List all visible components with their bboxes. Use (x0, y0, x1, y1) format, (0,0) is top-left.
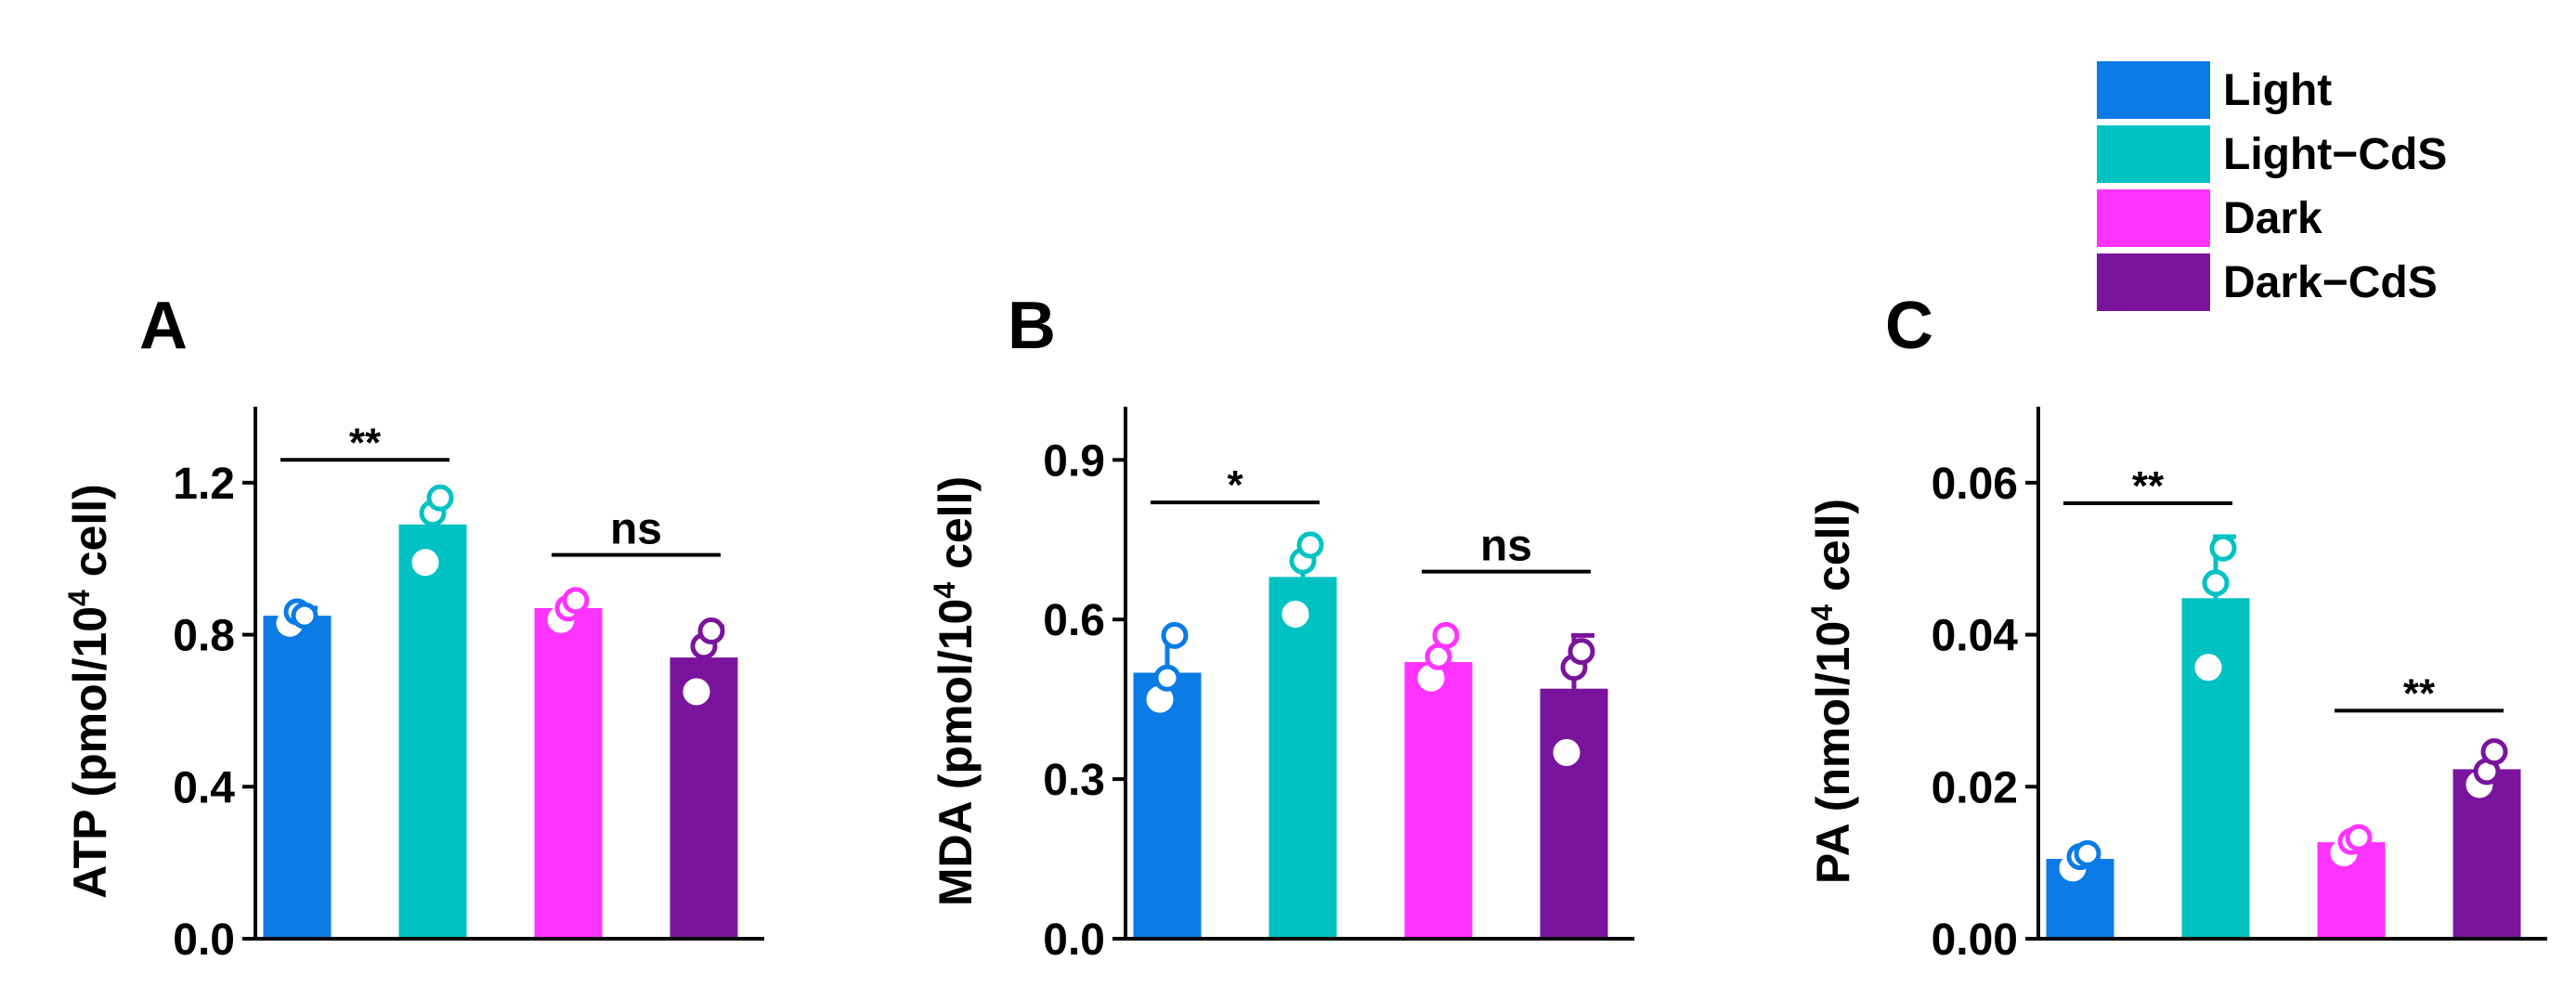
legend-item-dark-cds: Dark−CdS (2097, 253, 2543, 311)
bar-3 (2452, 769, 2521, 939)
panel-letter: C (1885, 289, 1933, 363)
y-tick-label-1: 0.02 (1932, 763, 2018, 812)
data-point-2-2 (1432, 621, 1460, 649)
y-tick-label-1: 0.4 (173, 763, 235, 812)
bar-0 (263, 616, 332, 939)
y-tick-label-3: 0.9 (1043, 436, 1105, 486)
significance-label-1: ns (1480, 522, 1532, 571)
bar-2 (1404, 662, 1473, 939)
data-point-0-1 (1153, 664, 1181, 692)
y-tick-label-3: 1.2 (173, 460, 235, 509)
data-point-2-0 (1417, 664, 1445, 692)
data-point-0-0 (1146, 685, 1174, 713)
significance-label-0: * (1227, 462, 1243, 508)
data-point-3-0 (683, 678, 710, 706)
data-point-1-2 (426, 484, 454, 512)
bar-0 (1133, 672, 1202, 939)
y-tick-label-2: 0.6 (1043, 596, 1105, 645)
data-point-1-1 (2202, 569, 2230, 597)
panel-letter: B (1008, 289, 1056, 363)
panel-c: C PA (nmol/104 cell) 0.00 0.02 0.04 0.06 ** ** (1805, 289, 2547, 965)
data-point-3-2 (697, 617, 725, 644)
bar-3 (670, 657, 738, 939)
legend-label-light-cds: Light−CdS (2223, 130, 2448, 179)
data-point-3-0 (1553, 738, 1581, 766)
significance-label-1: ** (2403, 670, 2436, 716)
significance-label-0: ** (2132, 463, 2165, 509)
data-point-1-2 (1296, 531, 1324, 559)
bar-3 (1540, 688, 1608, 939)
y-axis-label-sup: 4 (928, 582, 961, 599)
legend-label-dark-cds: Dark−CdS (2223, 258, 2438, 307)
bar-1 (1268, 577, 1337, 939)
y-axis-label: ATP (pmol/104 cell) (62, 484, 116, 899)
bar-1 (2181, 598, 2250, 939)
legend-label-light: Light (2223, 66, 2333, 115)
significance-label-0: ** (349, 420, 382, 465)
y-axis-label: MDA (pmol/104 cell) (928, 476, 982, 906)
y-axis-label-main: ATP (pmol/10 (64, 606, 116, 899)
y-axis-label-tail: cell) (64, 484, 116, 590)
data-point-2-1 (1425, 643, 1452, 670)
panel-a: A ATP (pmol/104 cell) 0.0 0.4 0.8 1.2 ** ns (62, 289, 764, 965)
y-tick-label-3: 0.06 (1932, 460, 2018, 509)
bar-1 (398, 524, 467, 939)
legend-swatch-light (2097, 61, 2210, 119)
panel-b: B MDA (pmol/104 cell) 0.0 0.3 0.6 0.9 * ns (928, 289, 1634, 965)
y-tick-label-0: 0.0 (173, 916, 235, 965)
panel-letter: A (139, 289, 188, 363)
y-tick-label-0: 0.00 (1932, 916, 2018, 965)
data-point-1-2 (2209, 534, 2237, 562)
y-tick-label-2: 0.8 (173, 612, 235, 661)
y-axis-label: PA (nmol/104 cell) (1805, 499, 1859, 884)
y-tick-label-2: 0.04 (1932, 612, 2019, 661)
bar-2 (534, 607, 603, 939)
data-point-0-2 (1161, 621, 1189, 649)
y-axis-label-sup: 4 (1805, 604, 1839, 621)
legend-swatch-dark-cds (2097, 253, 2210, 311)
legend-item-dark: Dark (2097, 189, 2543, 247)
y-axis-label-main: MDA (pmol/10 (930, 599, 982, 907)
data-point-1-0 (411, 549, 439, 577)
significance-label-1: ns (610, 505, 662, 554)
legend-item-light-cds: Light−CdS (2097, 125, 2543, 183)
y-tick-label-0: 0.0 (1043, 916, 1105, 965)
y-axis-label-sup: 4 (62, 590, 96, 606)
data-point-3-2 (1568, 638, 1595, 666)
data-point-1-0 (1281, 600, 1309, 628)
legend-item-light: Light (2097, 61, 2543, 119)
data-point-0-2 (2074, 839, 2101, 867)
y-axis-label-main: PA (nmol/10 (1807, 621, 1859, 884)
y-axis-label-tail: cell) (930, 476, 982, 582)
data-point-3-2 (2480, 738, 2508, 766)
data-point-0-2 (291, 602, 319, 630)
legend-swatch-light-cds (2097, 125, 2210, 183)
data-point-1-0 (2194, 654, 2222, 682)
y-tick-label-1: 0.3 (1043, 756, 1105, 805)
data-point-2-2 (2345, 824, 2373, 851)
legend-label-dark: Dark (2223, 194, 2322, 243)
legend-swatch-dark (2097, 189, 2210, 247)
y-axis-label-tail: cell) (1807, 499, 1859, 604)
data-point-2-2 (562, 587, 590, 615)
